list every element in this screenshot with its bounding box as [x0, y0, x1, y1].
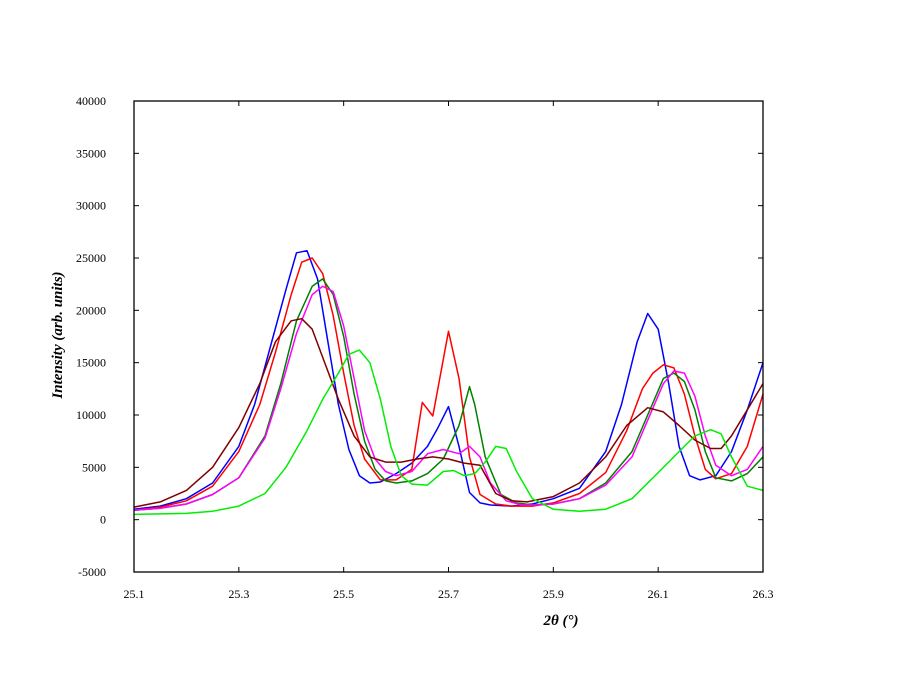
- series-line-2: [133, 257, 764, 511]
- y-tick-label: 0: [100, 513, 106, 527]
- x-axis-title-suffix: (°): [559, 613, 579, 629]
- x-tick-label: 26.3: [753, 587, 774, 601]
- series-line-6: [133, 349, 764, 516]
- x-tick-labels: 25.1 25.3 25.5 25.7 25.9 26.1 26.3: [124, 587, 774, 601]
- y-tick-label: 5000: [82, 460, 106, 474]
- series-line-1: [133, 249, 764, 510]
- plot-lines: [133, 249, 764, 516]
- y-tick-label: 10000: [76, 408, 106, 422]
- y-tick-label: 30000: [76, 199, 106, 213]
- series-line-3: [133, 278, 764, 511]
- y-axis-title: Intensity (arb. units): [50, 271, 66, 399]
- y-tick-label: -5000: [78, 565, 106, 579]
- plot-frame: [133, 100, 764, 573]
- series-line-5: [133, 317, 764, 508]
- y-tick-label: 20000: [76, 303, 106, 317]
- y-tick-label: 25000: [76, 251, 106, 265]
- y-tick-labels: -5000 0 5000 10000 15000 20000 25000 30000 35000…: [76, 94, 106, 579]
- x-tick-label: 25.9: [543, 587, 564, 601]
- x-axis-title: 2θ (°): [542, 613, 578, 629]
- series-line-4: [133, 285, 764, 511]
- x-tick-label: 26.1: [648, 587, 669, 601]
- axis-ticks: [133, 100, 764, 573]
- x-tick-label: 25.7: [438, 587, 459, 601]
- y-tick-label: 15000: [76, 356, 106, 370]
- y-tick-label: 35000: [76, 146, 106, 160]
- x-axis-title-theta: θ: [551, 613, 559, 629]
- y-tick-label: 40000: [76, 94, 106, 108]
- x-axis-title-prefix: 2: [542, 613, 551, 629]
- x-tick-label: 25.3: [228, 587, 249, 601]
- x-tick-label: 25.5: [333, 587, 354, 601]
- x-tick-label: 25.1: [124, 587, 145, 601]
